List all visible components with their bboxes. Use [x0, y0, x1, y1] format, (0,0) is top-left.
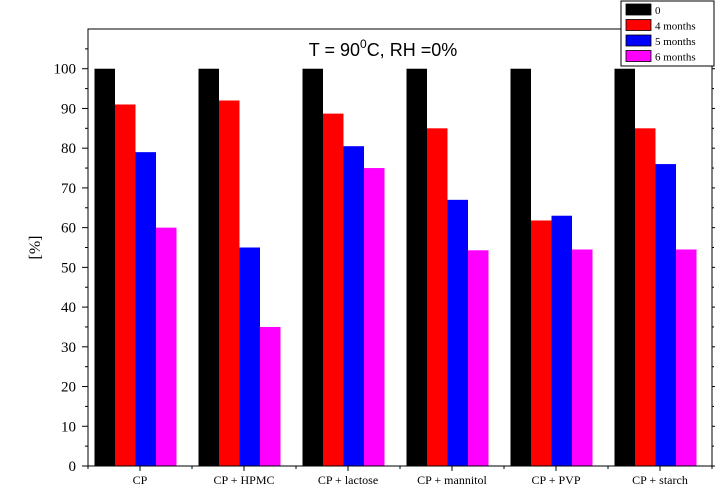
bar-cp-0 — [94, 68, 115, 467]
bar-cp-lactose-6-months — [364, 168, 385, 466]
y-tick-label: 80 — [61, 141, 76, 157]
y-tick-label: 0 — [69, 459, 77, 475]
legend-swatch — [625, 34, 652, 47]
bar-cp-mannitol-5-months — [447, 199, 468, 466]
legend-label: 4 months — [655, 21, 696, 33]
y-axis-title: [%] — [27, 236, 44, 260]
y-tick-label: 100 — [54, 62, 77, 78]
bar-cp-lactose-0 — [302, 68, 323, 467]
legend-label: 0 — [655, 5, 661, 17]
bar-cp-mannitol-0 — [406, 68, 427, 467]
bar-cp-lactose-5-months — [343, 146, 364, 467]
bar-cp-hpmc-4-months — [219, 100, 240, 466]
bar-cp-pvp-4-months — [531, 220, 552, 466]
bar-cp-hpmc-6-months — [260, 326, 281, 466]
bar-cp-starch-6-months — [676, 249, 697, 466]
chart-title-main: T = 90 — [309, 40, 360, 60]
bar-cp-hpmc-5-months — [239, 247, 260, 466]
x-tick-label: CP + lactose — [318, 473, 378, 487]
x-tick-label: CP + mannitol — [417, 473, 487, 487]
x-tick-label: CP + PVP — [531, 473, 580, 487]
y-tick-label: 40 — [61, 300, 76, 316]
bar-cp-starch-4-months — [635, 128, 656, 466]
chart-title-superscript: 0 — [360, 37, 367, 51]
y-tick-label: 60 — [61, 221, 76, 237]
legend-label: 5 months — [655, 36, 696, 48]
bar-cp-mannitol-6-months — [468, 250, 489, 466]
x-tick-label: CP + starch — [632, 473, 688, 487]
bar-cp-pvp-6-months — [572, 249, 593, 466]
y-tick-label: 20 — [61, 380, 76, 396]
bar-cp-pvp-0 — [510, 68, 531, 467]
bar-cp-6-months — [156, 227, 177, 466]
bar-cp-pvp-5-months — [551, 215, 572, 466]
x-tick-label: CP — [133, 473, 148, 487]
y-tick-label: 30 — [61, 340, 76, 356]
bar-cp-hpmc-0 — [198, 68, 219, 467]
bar-cp-5-months — [135, 152, 156, 466]
bar-cp-lactose-4-months — [323, 113, 344, 467]
legend-label: 6 months — [655, 52, 696, 64]
legend-swatch — [625, 50, 652, 62]
chart-title: T = 900C, RH =0% — [309, 37, 457, 60]
y-tick-label: 70 — [61, 181, 76, 197]
x-tick-label: CP + HPMC — [213, 473, 274, 487]
legend: 0 4 months 5 months 6 months — [620, 0, 715, 67]
legend-swatch — [625, 3, 652, 16]
y-tick-label: 90 — [61, 101, 76, 117]
bar-cp-starch-5-months — [655, 164, 676, 466]
bar-cp-starch-0 — [614, 68, 635, 467]
ticks-layer: CP CP + HPMC CP + lactose CP + mannitol CP +… — [54, 48, 715, 487]
legend-swatch — [625, 19, 652, 31]
bar-cp-4-months — [115, 104, 136, 467]
y-tick-label: 10 — [61, 419, 76, 435]
chart-title-rest: C, RH =0% — [367, 40, 458, 60]
bars-layer — [94, 68, 697, 467]
y-tick-label: 50 — [61, 260, 76, 276]
bar-cp-mannitol-4-months — [427, 128, 448, 466]
